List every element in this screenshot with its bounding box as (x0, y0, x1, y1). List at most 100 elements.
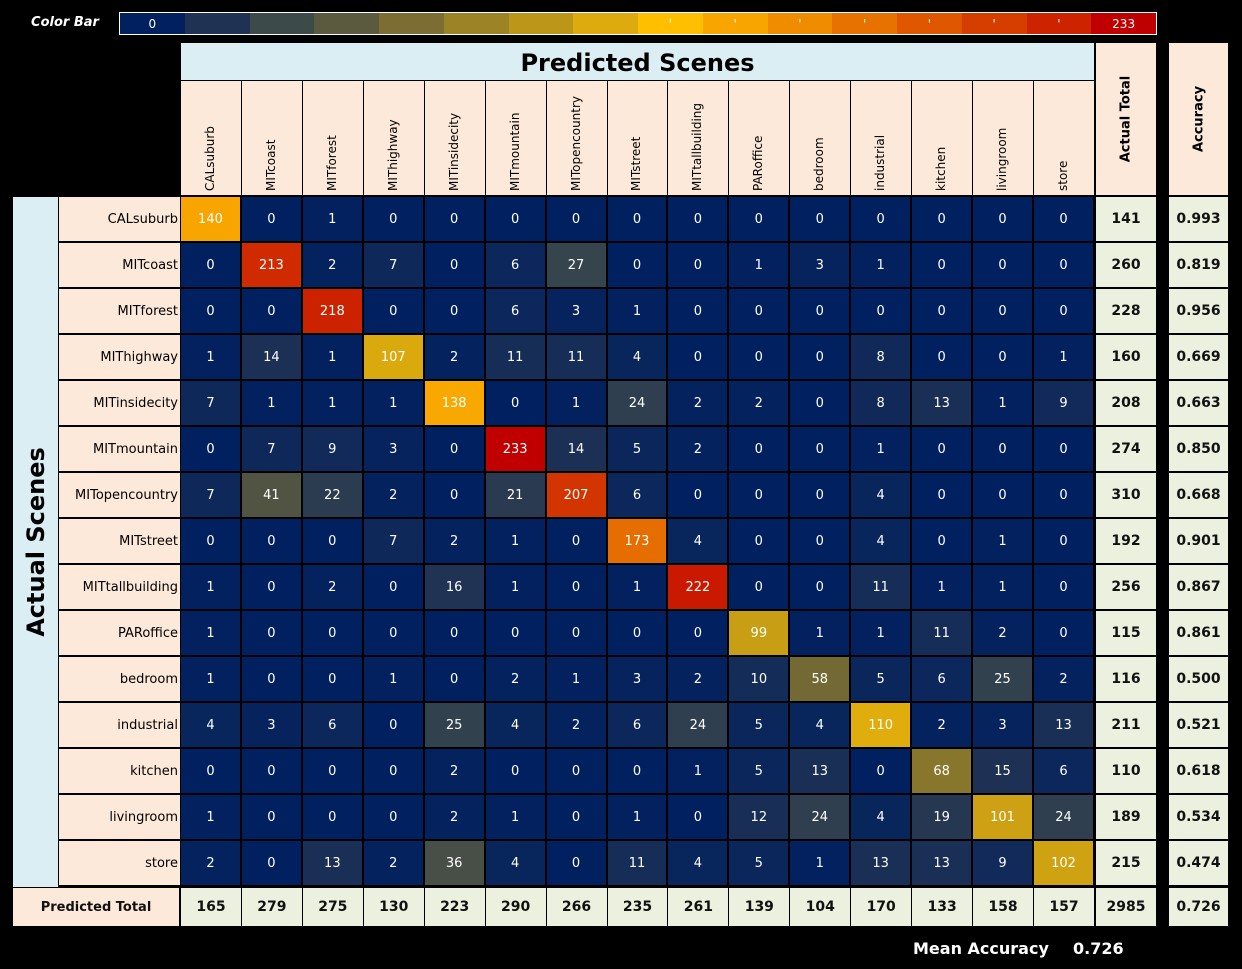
heatmap-cell: 1 (485, 565, 545, 609)
heatmap-cell: 9 (302, 427, 362, 471)
column-header: kitchen (912, 81, 973, 195)
mean-accuracy-value: 0.726 (1073, 939, 1124, 958)
heatmap-cell: 0 (241, 289, 301, 333)
column-header: CALsuburb (181, 81, 241, 195)
accuracy-cell: 0.867 (1169, 565, 1228, 609)
color-bar-segment: 0 (120, 13, 185, 34)
heatmap-cell: 0 (668, 335, 728, 379)
heatmap-cell: 2 (912, 703, 972, 747)
heatmap-cell: 4 (790, 703, 850, 747)
accuracy-cell: 0.850 (1169, 427, 1228, 471)
predicted-total-cell: 266 (546, 888, 607, 926)
color-bar-segment (508, 13, 574, 34)
heatmap-cell: 1 (181, 335, 240, 379)
column-header-label: MITstreet (629, 136, 644, 191)
heatmap-cell: 0 (973, 335, 1032, 379)
column-header-label: MIThighway (385, 119, 400, 191)
heatmap-cell: 0 (424, 289, 484, 333)
heatmap-cell: 1 (607, 565, 667, 609)
heatmap-cell: 0 (1034, 519, 1093, 563)
heatmap-cell: 0 (546, 749, 606, 793)
heatmap-cell: 6 (302, 703, 362, 747)
heatmap-cell: 0 (424, 473, 484, 517)
heatmap-cell: 0 (181, 243, 240, 287)
heatmap-cell: 1 (302, 197, 362, 241)
heatmap-cell: 3 (607, 657, 667, 701)
column-header: MITinsidecity (424, 81, 485, 195)
heatmap-cell: 13 (912, 381, 972, 425)
heatmap-cell: 6 (485, 243, 545, 287)
heatmap-cell: 107 (363, 335, 423, 379)
heatmap-cell: 0 (546, 519, 606, 563)
heatmap-cell: 213 (241, 243, 301, 287)
accuracy-cell: 0.500 (1169, 657, 1228, 701)
actual-total-cell: 215 (1096, 841, 1156, 885)
heatmap-cell: 1 (668, 749, 728, 793)
heatmap-cell: 3 (546, 289, 606, 333)
heatmap-cell: 1 (485, 519, 545, 563)
heatmap-cell: 0 (181, 289, 240, 333)
column-header: MITopencountry (546, 81, 607, 195)
accuracy-cell: 0.618 (1169, 749, 1228, 793)
heatmap-cell: 0 (912, 335, 972, 379)
actual-total-header: Actual Total (1096, 43, 1156, 195)
accuracy-label: Accuracy (1191, 85, 1206, 153)
predicted-total-cell: 290 (485, 888, 546, 926)
heatmap-cell: 0 (363, 749, 423, 793)
column-header-label: livingroom (995, 127, 1010, 191)
heatmap-cell: 3 (790, 243, 850, 287)
heatmap-cell: 0 (241, 519, 301, 563)
predicted-total-cell: 275 (302, 888, 363, 926)
predicted-total-cell: 223 (424, 888, 485, 926)
heatmap-cell: 2 (181, 841, 240, 885)
heatmap-cell: 0 (302, 611, 362, 655)
heatmap-cell: 15 (973, 749, 1032, 793)
heatmap-cell: 0 (302, 519, 362, 563)
heatmap-cell: 1 (546, 381, 606, 425)
heatmap-cell: 1 (607, 795, 667, 839)
heatmap-cell: 5 (729, 749, 789, 793)
column-header-label: industrial (873, 134, 888, 191)
row-header: MITstreet (59, 519, 180, 563)
accuracy-cell: 0.663 (1169, 381, 1228, 425)
accuracy-cell: 0.521 (1169, 703, 1228, 747)
heatmap-cell: 7 (181, 473, 240, 517)
heatmap-cell: 0 (302, 657, 362, 701)
column-header-label: kitchen (934, 146, 949, 191)
heatmap-cell: 0 (729, 335, 789, 379)
heatmap-cell: 27 (546, 243, 606, 287)
heatmap-cell: 0 (912, 197, 972, 241)
color-bar-segment: ' (638, 13, 703, 34)
heatmap-cell: 5 (729, 841, 789, 885)
heatmap-cell: 2 (668, 427, 728, 471)
column-header: store (1034, 81, 1094, 195)
color-bar-segment: 233 (1091, 13, 1156, 34)
heatmap-cell: 4 (485, 703, 545, 747)
heatmap-cell: 0 (363, 703, 423, 747)
predicted-total-cell: 261 (668, 888, 729, 926)
predicted-total-label: Predicted Total (13, 888, 179, 926)
column-header-label: MITmountain (507, 112, 522, 191)
accuracy-cell: 0.669 (1169, 335, 1228, 379)
heatmap-cell: 4 (851, 473, 911, 517)
heatmap-cell: 16 (424, 565, 484, 609)
heatmap-cell: 25 (973, 657, 1032, 701)
heatmap-cell: 2 (424, 749, 484, 793)
overall-accuracy: 0.726 (1169, 888, 1228, 926)
accuracy-cell: 0.474 (1169, 841, 1228, 885)
heatmap-cell: 2 (363, 473, 423, 517)
heatmap-cell: 1 (973, 565, 1032, 609)
heatmap-cell: 0 (729, 473, 789, 517)
heatmap-cell: 0 (912, 427, 972, 471)
heatmap-cell: 0 (729, 197, 789, 241)
heatmap-cell: 2 (485, 657, 545, 701)
heatmap-cell: 24 (668, 703, 728, 747)
heatmap-cell: 138 (424, 381, 484, 425)
heatmap-cell: 0 (912, 289, 972, 333)
heatmap-cell: 7 (181, 381, 240, 425)
heatmap-cell: 2 (668, 381, 728, 425)
row-header: livingroom (59, 795, 180, 839)
heatmap-cell: 99 (729, 611, 789, 655)
heatmap-cell: 13 (1034, 703, 1093, 747)
heatmap-cell: 0 (241, 841, 301, 885)
